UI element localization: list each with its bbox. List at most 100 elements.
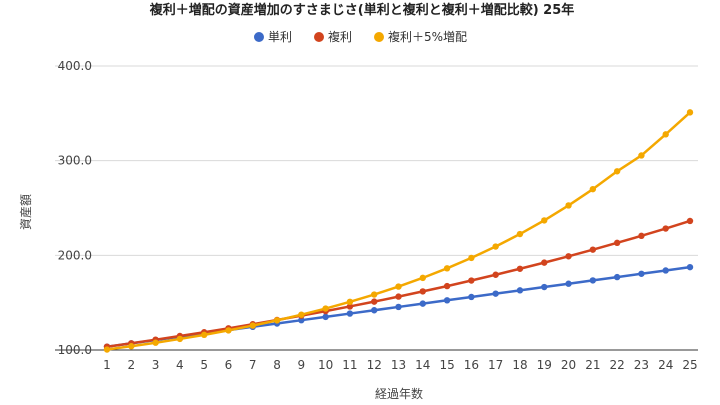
data-point	[152, 339, 159, 346]
data-point	[443, 282, 451, 290]
data-point	[395, 293, 402, 300]
data-point	[541, 259, 548, 266]
data-point	[541, 217, 548, 224]
data-point	[589, 185, 597, 193]
data-point	[322, 313, 329, 321]
series-line	[105, 111, 692, 351]
data-point	[273, 317, 281, 324]
data-point	[686, 263, 694, 271]
x-tick-label: 9	[298, 358, 306, 372]
chart-title: 複利＋増配の資産増加のすさまじさ(単利と複利と複利＋増配比較) 25年	[149, 2, 575, 18]
y-tick-label: 200.0	[58, 248, 92, 262]
data-point	[443, 297, 451, 304]
data-point	[346, 298, 354, 306]
data-point	[298, 316, 305, 324]
data-point	[200, 331, 208, 339]
legend-swatch	[374, 32, 384, 42]
x-tick-label: 3	[152, 358, 160, 372]
y-axis-label: 資産額	[18, 194, 33, 230]
x-tick-label: 24	[658, 358, 673, 372]
legend-label: 複利	[328, 29, 352, 44]
data-point	[686, 109, 694, 116]
data-point	[541, 283, 548, 291]
legend-swatch	[254, 32, 264, 42]
x-tick-label: 11	[342, 358, 357, 372]
data-point	[176, 335, 184, 343]
data-point	[516, 265, 524, 272]
data-point	[516, 230, 524, 238]
x-tick-label: 25	[682, 358, 697, 372]
data-point	[613, 168, 621, 175]
data-point	[516, 287, 524, 294]
x-tick-label: 13	[391, 358, 406, 372]
legend-item: 複利	[314, 29, 352, 44]
data-point	[249, 322, 256, 329]
y-tick-label: 400.0	[58, 59, 92, 73]
data-point	[395, 283, 402, 290]
legend-swatch	[314, 32, 324, 42]
data-point	[492, 271, 499, 278]
gridlines	[55, 65, 698, 351]
x-tick-label: 21	[585, 358, 600, 372]
data-point	[565, 253, 572, 260]
data-point	[419, 274, 426, 282]
y-tick-label: 300.0	[58, 154, 92, 168]
data-point	[638, 232, 645, 240]
data-point	[468, 293, 475, 301]
data-point	[371, 291, 378, 298]
data-point	[662, 131, 669, 138]
x-axis-label: 経過年数	[375, 386, 423, 401]
data-point	[589, 246, 597, 253]
data-point	[298, 311, 305, 318]
x-tick-label: 22	[609, 358, 624, 372]
data-point	[468, 277, 475, 284]
data-point	[346, 303, 354, 310]
legend-label: 単利	[268, 30, 292, 44]
series-group	[103, 109, 694, 353]
x-tick-label: 5	[200, 358, 208, 372]
data-point	[565, 202, 572, 209]
data-point	[638, 152, 645, 159]
x-tick-label: 6	[225, 358, 233, 372]
y-tick-label: 100.0	[58, 343, 92, 357]
x-tick-label: 7	[249, 358, 257, 372]
data-point	[419, 300, 426, 307]
x-tick-label: 18	[512, 358, 527, 372]
data-point	[686, 217, 694, 225]
data-point	[371, 298, 378, 305]
data-point	[371, 307, 378, 314]
data-point	[613, 273, 621, 281]
data-point	[589, 277, 597, 284]
x-tick-labels: 1 2 3 4 5 6 7 8 9 10 11 12 13 14 15 16 17 18 19 20 21 22 23 24 2…	[103, 358, 697, 372]
legend-item: 単利	[254, 30, 292, 44]
data-point	[565, 280, 572, 287]
x-tick-label: 17	[488, 358, 503, 372]
data-point	[346, 310, 354, 317]
x-tick-label: 1	[103, 358, 111, 372]
x-tick-label: 10	[318, 358, 333, 372]
data-point	[662, 267, 669, 274]
x-tick-label: 16	[464, 358, 479, 372]
data-point	[662, 225, 669, 232]
data-point	[225, 327, 232, 334]
x-tick-label: 23	[634, 358, 649, 372]
data-point	[395, 303, 402, 311]
x-tick-label: 4	[176, 358, 184, 372]
x-tick-label: 12	[367, 358, 382, 372]
data-point	[492, 290, 499, 297]
x-tick-label: 15	[439, 358, 454, 372]
legend: 単利 複利 複利＋5%増配	[254, 29, 467, 44]
x-tick-label: 14	[415, 358, 430, 372]
data-point	[468, 254, 475, 262]
x-tick-label: 2	[127, 358, 135, 372]
data-point	[638, 270, 645, 277]
x-tick-label: 19	[537, 358, 552, 372]
x-tick-label: 20	[561, 358, 576, 372]
data-point	[128, 343, 135, 350]
data-point	[492, 243, 499, 250]
series-複利＋5%増配	[103, 109, 694, 353]
y-tick-labels: 100.0 200.0 300.0 400.0	[58, 59, 92, 357]
legend-label: 複利＋5%増配	[388, 29, 467, 44]
data-point	[103, 346, 111, 353]
